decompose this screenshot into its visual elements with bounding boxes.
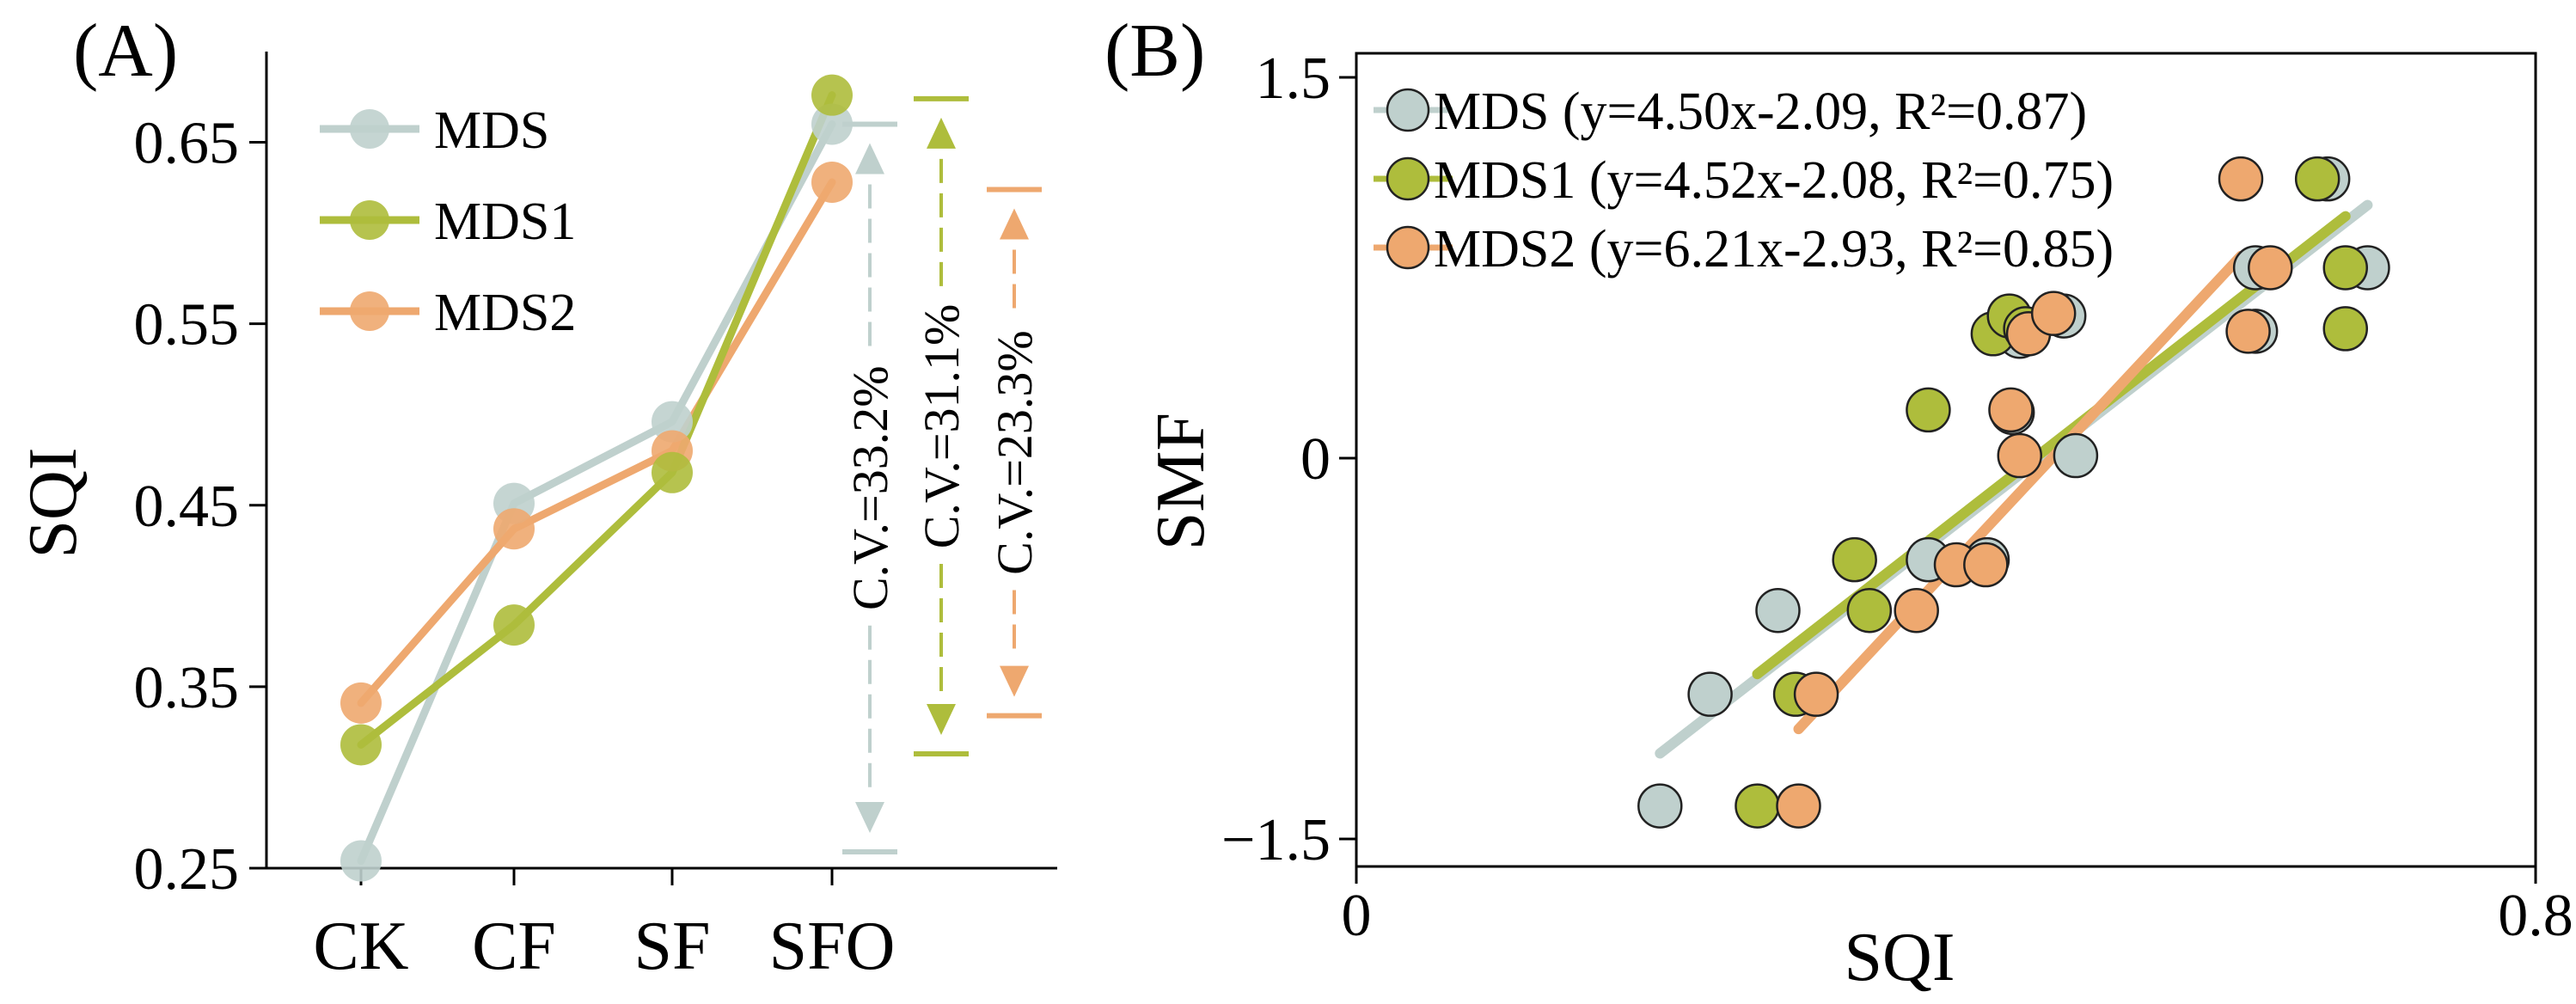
panel-b-chart: (B) SMF SQI −1.501.50 0.8 MDS (y=4.50x-2.… <box>1104 9 2573 995</box>
mds1-cv-label: C.V.=31.1% <box>914 304 970 549</box>
mds-scatter-point <box>1755 587 1801 634</box>
mds2-fit-line <box>1793 250 2246 735</box>
mds1-scatter-point <box>2294 156 2340 202</box>
panel-a-label: (A) <box>73 9 178 93</box>
mds-point-sf <box>652 401 693 443</box>
mds2-cv-arrow-up <box>1000 208 1029 240</box>
mds1-b-legend-label: MDS1 (y=4.52x-2.08, R²=0.75) <box>1434 151 2114 210</box>
y-tick-label-0-45: 0.45 <box>134 474 240 540</box>
panel-a-legend: MDS MDS1 MDS2 <box>320 101 576 342</box>
x-tick-label-sfo: SFO <box>769 909 896 984</box>
mds-scatter-point <box>1637 783 1683 829</box>
panel-b-plot-frame <box>1355 52 2537 868</box>
mds1-legend-marker <box>350 200 389 240</box>
mds2-cv-arrow-down <box>1000 665 1029 697</box>
mds2-scatter-point <box>1894 587 1939 634</box>
y-tick-label-0-35: 0.35 <box>134 655 240 721</box>
mds2-b-legend-label: MDS2 (y=6.21x-2.93, R²=0.85) <box>1434 220 2114 279</box>
mds-b-legend-marker <box>1386 88 1430 132</box>
mds1-scatter-point <box>2322 245 2369 291</box>
panel-a-chart: (A) SQI 0.25 0.35 0.45 0.55 0.65 CK CF SF SFO C… <box>15 9 1057 984</box>
mds2-scatter-point <box>1776 783 1821 829</box>
x-tick-label-cf: CF <box>472 909 556 984</box>
mds-scatter-point <box>1687 671 1733 717</box>
mds-cv-label: C.V.=33.2% <box>842 365 898 610</box>
mds-point-ck <box>340 840 382 882</box>
mds2-scatter-point <box>1988 387 2034 433</box>
mds2-b-legend-marker <box>1386 225 1430 270</box>
mds-legend-marker <box>350 109 389 149</box>
panel-a-x-ticks: CK CF SF SFO <box>313 868 895 984</box>
b-y-tick-label-0: 0 <box>1300 426 1331 493</box>
mds1-scatter-point <box>1832 536 1877 583</box>
mds2-scatter-point <box>2248 245 2293 291</box>
mds1-scatter-point <box>1906 387 1951 433</box>
mds1-point-ck <box>340 724 382 766</box>
mds1-scatter-point <box>2322 306 2369 352</box>
x-tick-label-ck: CK <box>313 909 408 984</box>
mds1-point-cf <box>493 604 535 646</box>
mds-line <box>357 119 836 866</box>
panel-b-x-axis-title: SQI <box>1845 920 1955 995</box>
mds2-scatter-point <box>1997 432 2042 479</box>
panel-b-label: (B) <box>1104 9 1205 93</box>
panel-b-y-axis-title: SMF <box>1143 413 1219 550</box>
mds2-point-ck <box>340 682 382 724</box>
panel-b-ticks: −1.501.50 0.8 <box>1221 46 2573 949</box>
y-tick-label-0-65: 0.65 <box>134 111 240 177</box>
b-y-tick-label--1-5: −1.5 <box>1221 807 1331 873</box>
panel-a-y-ticks: 0.25 0.35 0.45 0.55 0.65 <box>134 111 266 903</box>
y-tick-label-0-55: 0.55 <box>134 292 240 358</box>
b-x-tick-label-0: 0 <box>1342 883 1372 949</box>
mds2-scatter-point <box>1963 542 2009 588</box>
mds1-point-sfo <box>811 74 853 116</box>
panel-a-points <box>340 74 853 882</box>
mds1-cv-arrow-up <box>927 117 956 149</box>
mds2-point-cf <box>493 508 535 550</box>
mds2-scatter-point <box>2030 291 2077 336</box>
mds-cv-arrow-up <box>855 143 884 174</box>
y-tick-label-0-25: 0.25 <box>134 836 240 903</box>
mds-legend-label: MDS <box>434 101 549 160</box>
mds-point-sfo <box>811 103 853 145</box>
mds1-point-sf <box>652 451 693 493</box>
mds1-cv-arrow-down <box>927 704 956 735</box>
mds1-legend-label: MDS1 <box>434 193 576 251</box>
panel-a-series-lines <box>357 91 836 866</box>
b-x-tick-label-0-8: 0.8 <box>2498 883 2573 949</box>
panel-a-y-axis-title: SQI <box>15 448 91 559</box>
mds-cv-arrow-down <box>855 802 884 833</box>
x-tick-label-sf: SF <box>634 909 711 984</box>
b-y-tick-label-1-5: 1.5 <box>1256 46 1331 112</box>
mds-b-legend-label: MDS (y=4.50x-2.09, R²=0.87) <box>1434 83 2087 141</box>
mds2-cv-label: C.V.=23.3% <box>987 330 1043 575</box>
mds2-legend-label: MDS2 <box>434 284 576 342</box>
panel-b-legend: MDS (y=4.50x-2.09, R²=0.87) MDS1 (y=4.52x… <box>1374 83 2114 279</box>
mds2-scatter-point <box>1793 671 1839 717</box>
mds2-scatter-point <box>2218 156 2264 202</box>
mds1-b-legend-marker <box>1386 156 1430 201</box>
mds1-scatter-point <box>1846 587 1893 634</box>
panel-a-cv-annotations: C.V.=33.2% C.V.=31.1% C.V.=23.3% <box>842 95 1043 854</box>
mds2-point-sfo <box>811 162 853 203</box>
mds2-line <box>357 178 836 707</box>
mds2-legend-marker <box>350 291 389 331</box>
mds1-line <box>357 91 836 749</box>
mds1-scatter-point <box>1735 783 1780 829</box>
mds2-scatter-point <box>2225 309 2271 354</box>
mds-scatter-point <box>2053 432 2099 479</box>
panel-b-points <box>1637 156 2390 829</box>
